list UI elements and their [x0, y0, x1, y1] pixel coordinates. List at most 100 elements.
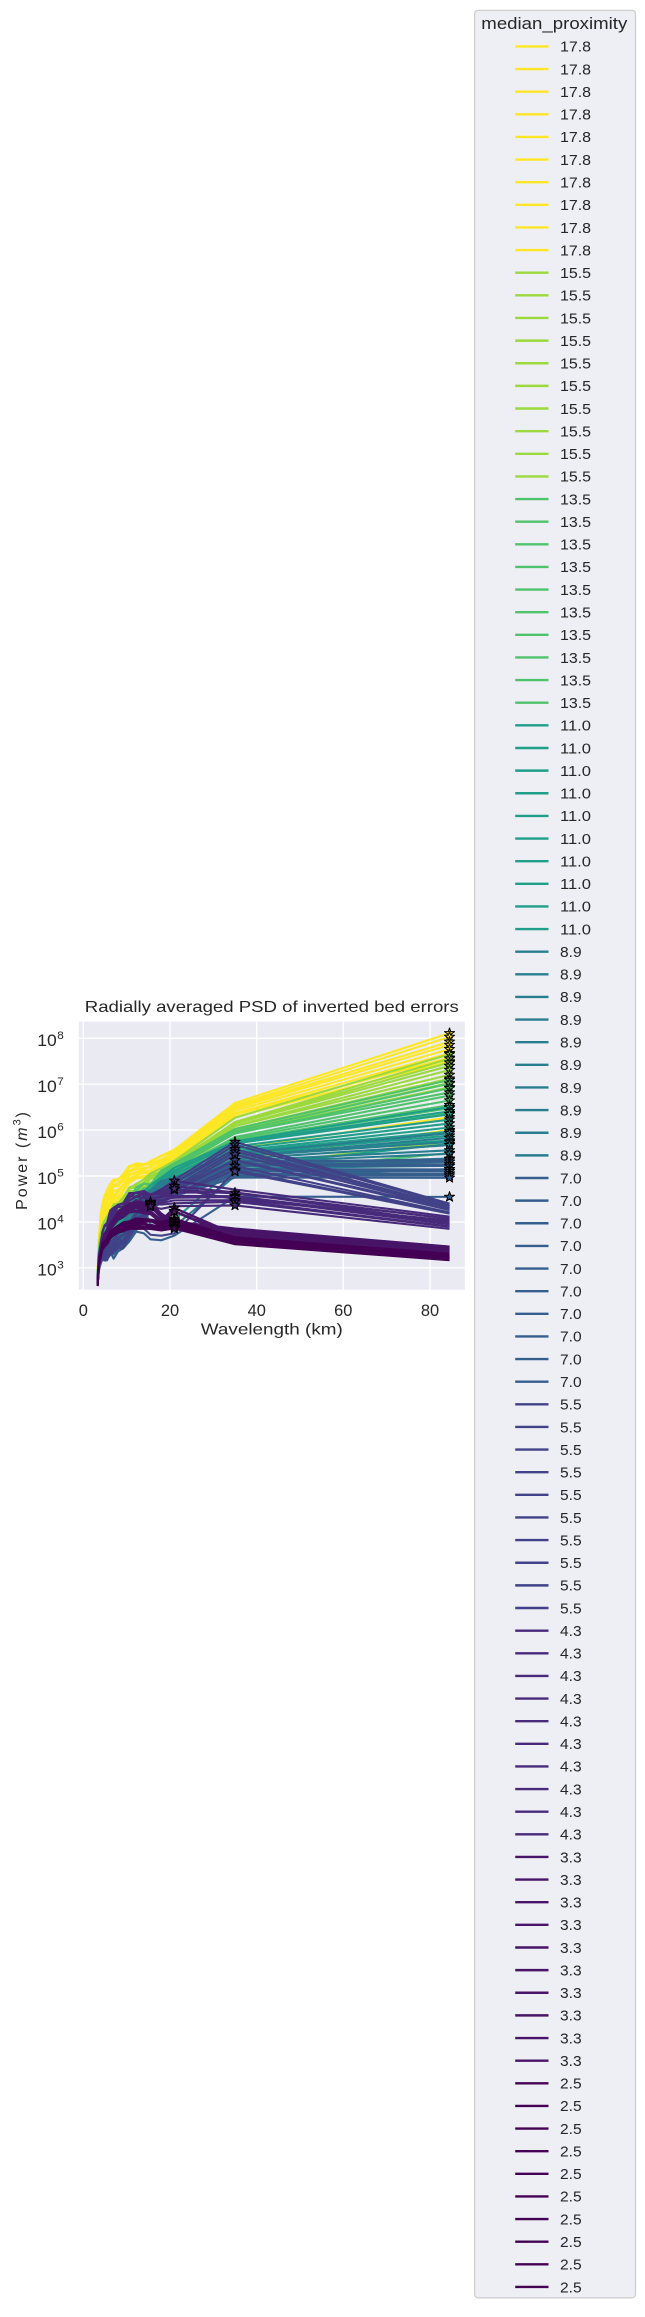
svg-text:3.3: 3.3: [560, 2030, 582, 2047]
svg-text:3: 3: [57, 1259, 64, 1271]
svg-text:8.9: 8.9: [560, 1035, 582, 1052]
svg-text:10: 10: [37, 1032, 57, 1050]
svg-text:17.8: 17.8: [560, 107, 591, 124]
svg-text:3.3: 3.3: [560, 2008, 582, 2025]
svg-text:8.9: 8.9: [560, 1125, 582, 1142]
svg-text:13.5: 13.5: [560, 627, 591, 644]
svg-text:17.8: 17.8: [560, 175, 591, 192]
svg-text:5.5: 5.5: [560, 1555, 582, 1572]
svg-text:13.5: 13.5: [560, 695, 591, 712]
svg-text:2.5: 2.5: [560, 2257, 582, 2274]
svg-text:40: 40: [248, 1302, 266, 1320]
svg-text:17.8: 17.8: [560, 220, 591, 237]
svg-text:15.5: 15.5: [560, 401, 591, 418]
svg-text:7.0: 7.0: [560, 1351, 582, 1368]
svg-text:2.5: 2.5: [560, 2279, 582, 2296]
svg-text:2.5: 2.5: [560, 2098, 582, 2115]
svg-text:8: 8: [57, 1030, 64, 1042]
svg-text:8.9: 8.9: [560, 1012, 582, 1029]
svg-text:4.3: 4.3: [560, 1736, 582, 1753]
svg-text:5.5: 5.5: [560, 1419, 582, 1436]
svg-text:11.0: 11.0: [560, 808, 591, 825]
svg-text:3.3: 3.3: [560, 1895, 582, 1912]
svg-text:13.5: 13.5: [560, 514, 591, 531]
svg-text:17.8: 17.8: [560, 152, 591, 169]
svg-text:10: 10: [37, 1262, 57, 1280]
svg-text:7.0: 7.0: [560, 1306, 582, 1323]
svg-text:20: 20: [161, 1302, 179, 1320]
svg-text:10: 10: [37, 1078, 57, 1096]
svg-text:8.9: 8.9: [560, 1148, 582, 1165]
svg-text:4.3: 4.3: [560, 1691, 582, 1708]
svg-text:13.5: 13.5: [560, 491, 591, 508]
svg-text:15.5: 15.5: [560, 423, 591, 440]
svg-text:17.8: 17.8: [560, 84, 591, 101]
svg-text:17.8: 17.8: [560, 242, 591, 259]
svg-text:10: 10: [37, 1216, 57, 1234]
svg-text:15.5: 15.5: [560, 288, 591, 305]
svg-text:13.5: 13.5: [560, 559, 591, 576]
svg-text:3.3: 3.3: [560, 1917, 582, 1934]
svg-text:0: 0: [79, 1302, 88, 1320]
svg-text:11.0: 11.0: [560, 740, 591, 757]
svg-text:7.0: 7.0: [560, 1284, 582, 1301]
svg-text:7.0: 7.0: [560, 1238, 582, 1255]
svg-text:11.0: 11.0: [560, 876, 591, 893]
svg-text:2.5: 2.5: [560, 2189, 582, 2206]
svg-text:17.8: 17.8: [560, 61, 591, 78]
svg-text:7.0: 7.0: [560, 1374, 582, 1391]
svg-text:17.8: 17.8: [560, 39, 591, 56]
svg-text:7: 7: [57, 1076, 64, 1088]
svg-text:11.0: 11.0: [560, 899, 591, 916]
svg-text:4.3: 4.3: [560, 1668, 582, 1685]
svg-text:11.0: 11.0: [560, 831, 591, 848]
svg-text:5.5: 5.5: [560, 1578, 582, 1595]
svg-text:2.5: 2.5: [560, 2166, 582, 2183]
svg-text:11.0: 11.0: [560, 786, 591, 803]
svg-text:4.3: 4.3: [560, 1759, 582, 1776]
svg-text:15.5: 15.5: [560, 469, 591, 486]
svg-text:3.3: 3.3: [560, 1962, 582, 1979]
svg-text:2.5: 2.5: [560, 2211, 582, 2228]
svg-text:2.5: 2.5: [560, 2121, 582, 2138]
svg-text:4.3: 4.3: [560, 1623, 582, 1640]
svg-text:8.9: 8.9: [560, 989, 582, 1006]
svg-text:13.5: 13.5: [560, 605, 591, 622]
svg-text:Wavelength (km): Wavelength (km): [201, 1322, 343, 1339]
svg-text:5.5: 5.5: [560, 1397, 582, 1414]
svg-text:3.3: 3.3: [560, 1872, 582, 1889]
svg-text:15.5: 15.5: [560, 356, 591, 373]
svg-text:5.5: 5.5: [560, 1442, 582, 1459]
svg-text:15.5: 15.5: [560, 446, 591, 463]
svg-text:2.5: 2.5: [560, 2234, 582, 2251]
svg-text:Power (m3): Power (m3): [12, 1110, 31, 1210]
svg-text:4: 4: [57, 1214, 64, 1226]
svg-text:17.8: 17.8: [560, 197, 591, 214]
svg-text:3.3: 3.3: [560, 1849, 582, 1866]
svg-text:3.3: 3.3: [560, 1985, 582, 2002]
svg-text:11.0: 11.0: [560, 718, 591, 735]
svg-text:13.5: 13.5: [560, 672, 591, 689]
svg-text:7.0: 7.0: [560, 1329, 582, 1346]
svg-text:7.0: 7.0: [560, 1216, 582, 1233]
svg-text:4.3: 4.3: [560, 1714, 582, 1731]
svg-text:8.9: 8.9: [560, 1080, 582, 1097]
svg-text:13.5: 13.5: [560, 582, 591, 599]
svg-text:15.5: 15.5: [560, 310, 591, 327]
svg-text:4.3: 4.3: [560, 1646, 582, 1663]
svg-text:8.9: 8.9: [560, 1057, 582, 1074]
svg-text:4.3: 4.3: [560, 1827, 582, 1844]
svg-text:17.8: 17.8: [560, 129, 591, 146]
svg-text:11.0: 11.0: [560, 854, 591, 871]
svg-text:15.5: 15.5: [560, 265, 591, 282]
svg-text:10: 10: [37, 1170, 57, 1188]
svg-text:11.0: 11.0: [560, 921, 591, 938]
svg-text:5.5: 5.5: [560, 1487, 582, 1504]
svg-text:8.9: 8.9: [560, 944, 582, 961]
svg-text:8.9: 8.9: [560, 1102, 582, 1119]
svg-text:5.5: 5.5: [560, 1600, 582, 1617]
svg-text:15.5: 15.5: [560, 378, 591, 395]
svg-text:11.0: 11.0: [560, 763, 591, 780]
svg-text:3.3: 3.3: [560, 2053, 582, 2070]
svg-text:5.5: 5.5: [560, 1510, 582, 1527]
